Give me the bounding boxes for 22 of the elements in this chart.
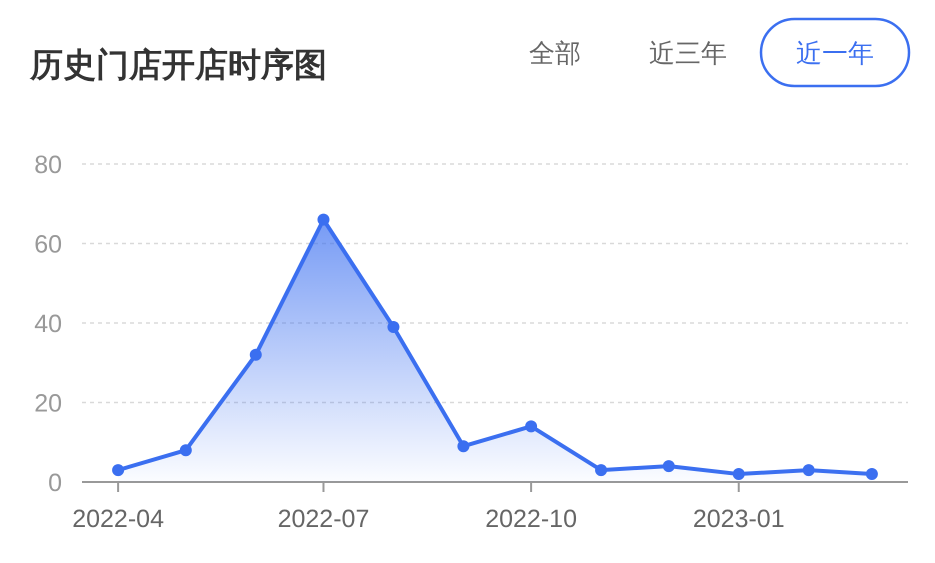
point xyxy=(250,348,262,361)
point xyxy=(525,420,538,432)
point xyxy=(317,214,330,226)
x-tick-label: 2022-07 xyxy=(278,505,370,533)
point xyxy=(457,440,470,452)
y-tick-label: 20 xyxy=(34,390,62,418)
x-tick-label: 2022-10 xyxy=(485,505,577,533)
point xyxy=(866,468,878,480)
chart-title: 历史门店开店时序图 xyxy=(29,46,327,83)
y-tick-label: 80 xyxy=(34,151,62,179)
y-tick-label: 60 xyxy=(34,230,62,258)
point xyxy=(180,444,192,456)
x-tick-label: 2022-04 xyxy=(72,505,164,533)
y-tick-label: 40 xyxy=(34,310,62,338)
point xyxy=(732,468,745,480)
point xyxy=(802,464,815,476)
point xyxy=(662,460,675,472)
point xyxy=(595,464,608,476)
point xyxy=(387,320,400,333)
y-tick-label: 0 xyxy=(48,469,62,497)
point xyxy=(112,464,124,476)
x-tick-label: 2023-01 xyxy=(692,505,785,533)
